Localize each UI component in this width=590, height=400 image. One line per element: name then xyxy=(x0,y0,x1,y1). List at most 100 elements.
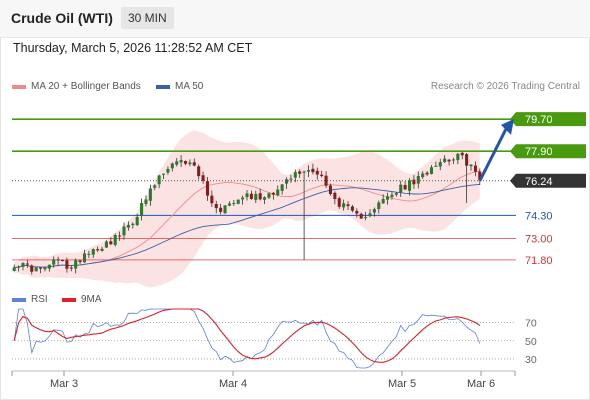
rsi-9ma-line xyxy=(13,308,481,363)
candle-body xyxy=(324,175,328,186)
candle xyxy=(276,185,280,197)
candle-body xyxy=(214,203,218,209)
candle-body xyxy=(236,199,240,204)
candle-body xyxy=(144,199,148,204)
candle xyxy=(254,190,258,204)
candle xyxy=(289,174,293,183)
candle xyxy=(17,265,21,272)
candle-body xyxy=(104,241,108,248)
candle-body xyxy=(78,260,82,263)
candle-body xyxy=(381,198,385,204)
candle xyxy=(113,233,117,247)
header-bar: Crude Oil (WTI) 30 MIN xyxy=(0,0,590,38)
candles xyxy=(12,151,482,275)
candle-body xyxy=(60,260,65,262)
candle xyxy=(183,160,188,166)
candle xyxy=(104,240,108,248)
projection-arrow-head xyxy=(501,118,514,135)
candle xyxy=(258,188,262,201)
candle-body xyxy=(271,192,275,195)
candle xyxy=(324,171,328,189)
x-tick-label-1: Mar 4 xyxy=(219,378,247,390)
candle-body xyxy=(364,216,368,218)
candle-body xyxy=(403,185,407,190)
candle-body xyxy=(460,152,464,156)
candle-body xyxy=(91,249,95,255)
candle xyxy=(425,170,429,177)
candle xyxy=(201,171,205,184)
candle-body xyxy=(43,267,47,270)
legend-swatch-ma50 xyxy=(156,84,170,89)
candle xyxy=(157,174,161,189)
candle xyxy=(179,155,183,168)
candle-body xyxy=(293,172,297,178)
projection-arrow-shaft xyxy=(478,128,508,182)
timeframe-badge[interactable]: 30 MIN xyxy=(121,7,174,29)
candle-body xyxy=(386,196,390,200)
candle-body xyxy=(39,267,43,269)
candle-body xyxy=(372,209,376,213)
candle-body xyxy=(276,189,280,196)
candle xyxy=(381,194,385,204)
candle xyxy=(241,195,245,205)
candle-body xyxy=(407,180,412,191)
candle xyxy=(82,249,87,264)
candle-body xyxy=(284,179,289,184)
rsi-line xyxy=(13,308,481,369)
candle xyxy=(429,165,434,175)
candle xyxy=(306,165,311,178)
candle xyxy=(451,157,455,164)
legend-label-ma20: MA 20 + Bollinger Bands xyxy=(31,81,141,92)
candle xyxy=(78,259,82,265)
candle-body xyxy=(192,162,196,166)
candle-body xyxy=(254,193,258,200)
candle-body xyxy=(429,167,434,174)
candle xyxy=(460,151,464,160)
candle-body xyxy=(227,203,231,206)
candle xyxy=(333,191,337,205)
candle xyxy=(350,204,354,213)
candle xyxy=(39,267,43,274)
candle-body xyxy=(65,260,69,269)
candle xyxy=(390,191,394,200)
candle-body xyxy=(126,224,130,228)
candle xyxy=(399,180,403,198)
price-tag-text: 76.24 xyxy=(525,176,553,188)
candle xyxy=(109,237,113,246)
candle-body xyxy=(175,161,179,165)
candle-body xyxy=(52,259,56,265)
candle xyxy=(271,192,275,200)
candle xyxy=(302,170,306,260)
candle xyxy=(447,158,451,166)
candle xyxy=(315,167,319,180)
candle xyxy=(320,170,324,178)
legend-swatch-9ma xyxy=(62,297,76,302)
candle-body xyxy=(416,175,420,184)
candle xyxy=(65,257,69,273)
candle xyxy=(214,200,218,214)
candle-body xyxy=(342,203,346,208)
price-tag-shape xyxy=(510,173,586,188)
candle-body xyxy=(311,168,315,173)
candle-body xyxy=(30,265,34,272)
legend-swatch-rsi xyxy=(12,297,26,302)
candle-body xyxy=(188,162,192,165)
candle xyxy=(21,262,25,271)
candle xyxy=(359,212,363,219)
candle xyxy=(87,250,91,259)
candle xyxy=(148,184,152,206)
candle xyxy=(412,175,416,189)
candle-body xyxy=(350,206,354,211)
candle xyxy=(421,171,425,180)
rsi-level-label-30: 30 xyxy=(525,354,537,366)
candle xyxy=(364,211,368,221)
candle-body xyxy=(205,181,210,196)
candle-body xyxy=(56,259,60,261)
candle xyxy=(25,259,29,268)
candle-body xyxy=(249,193,253,199)
candle xyxy=(197,164,201,180)
candle-body xyxy=(289,178,293,180)
candle xyxy=(403,181,407,190)
price-tag-77-90: 77.90 xyxy=(510,144,586,159)
